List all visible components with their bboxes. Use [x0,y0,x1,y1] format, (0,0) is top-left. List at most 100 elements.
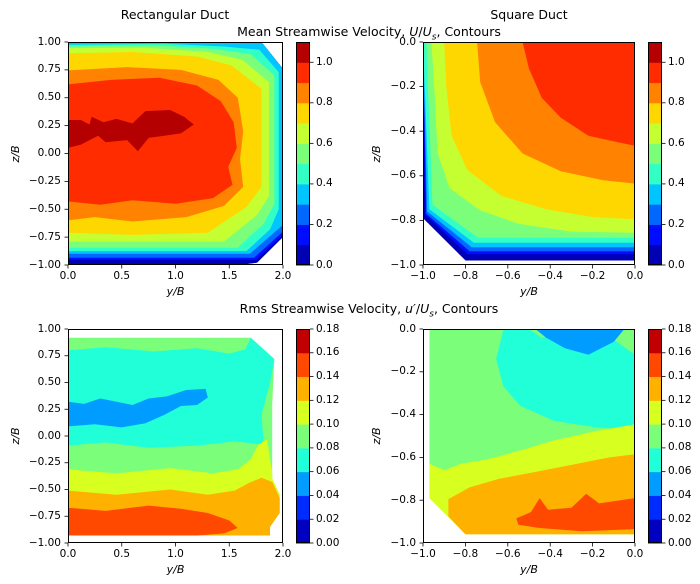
colorbar-segment [296,329,310,354]
colorbar-segment [296,400,310,425]
colorbar-segment [296,62,310,84]
column-title-square-duct: Square Duct [490,7,568,22]
colorbar-segment [648,42,662,63]
colorbar-tick-label: 0.04 [668,488,692,501]
colorbar-border [648,42,662,265]
x-axis-label: y/B [520,285,538,298]
colorbar-segment [296,102,310,124]
subplot-square-mean: −1.0 −0.8 −0.6 −0.4 −0.2 0.0 0.0 −0.2 −0.4 −0.6 −0… [370,36,685,299]
colorbar-segment [648,224,662,246]
colorbar-segment [296,224,310,246]
colorbar-segment [648,329,662,354]
colorbar-segment [648,519,662,544]
colorbar-segment [648,62,662,84]
y-tick-label: 0.75 [37,63,61,76]
contour-canvas-rect-mean [64,41,284,269]
contour-bands [68,42,283,265]
colorbar-tick-label: 0.08 [316,441,340,454]
subplot-rect-rms: 0.0 0.5 1.0 1.5 2.0 1.00 0.75 0.50 0.25 0.00 −0.25… [9,323,339,577]
x-tick-label: −1.0 [410,270,436,282]
y-tick-label: −0.4 [390,124,417,137]
colorbar-tick-label: 0.8 [668,96,685,109]
colorbar-segment [296,352,310,378]
y-tick-label: 0.00 [37,429,61,442]
colorbar-tick-label: 0.4 [668,177,685,190]
colorbar-tick-label: 0.02 [668,512,692,525]
colorbar-segment [648,352,662,378]
colorbar-segment [296,183,310,205]
x-tick-label: −1.0 [410,548,436,560]
y-tick-label: −0.25 [28,174,61,187]
colorbar-segment [648,143,662,165]
colorbar-tick-label: 0.18 [668,322,692,335]
colorbar-tick-label: 0.8 [316,96,333,109]
contour-canvas-rect-rms [64,328,284,547]
y-axis-label: z/B [9,427,22,445]
colorbar-segment [648,447,662,473]
contour-band-0.06–0.08 [496,329,635,430]
colorbar-segment [648,244,662,266]
contour-band-1.0–1.1 [68,110,194,152]
y-axis-label: z/B [370,427,383,445]
colorbar-segment [296,42,310,63]
y-tick-label: −0.2 [390,80,417,93]
subplot-rect-mean: 0.0 0.5 1.0 1.5 2.0 1.00 0.75 0.50 0.25 0.00 −0.25… [9,36,333,299]
x-axis-label: y/B [166,563,185,576]
contour-band-0.9–1.0 [68,77,237,205]
x-tick-label: −0.8 [452,548,479,560]
y-tick-label: 0.50 [37,91,61,104]
colorbar-tick-label: 0.12 [668,393,692,406]
y-tick-label: −1.00 [28,536,61,549]
y-tick-label: −0.6 [390,169,417,182]
colorbar-tick-label: 0.00 [316,536,340,549]
colorbar-tick-label: 0.14 [316,370,340,383]
colorbar-tick-label: 0.16 [316,346,340,359]
y-tick-label: −0.75 [28,230,61,243]
colorbar-segment [648,400,662,425]
colorbar-tick-label: 0.12 [316,393,340,406]
colorbar-segment [648,495,662,520]
y-tick-label: 1.00 [37,35,61,48]
colorbar-segment [648,471,662,496]
colorbar-segment [296,82,310,104]
y-tick-label: 1.00 [37,322,61,335]
y-tick-label: 0.50 [37,376,61,388]
colorbar-segment [296,143,310,165]
colorbar-tick-label: 0.06 [316,465,340,478]
colorbar-tick-label: 0.18 [316,322,340,335]
y-tick-label: −0.2 [390,365,417,378]
colorbar-tick-label: 0.0 [316,258,333,271]
colorbar-segment [648,376,662,401]
colorbar-tick-label: 0.2 [668,217,685,230]
colorbar-tick-label: 0.14 [668,370,692,383]
x-tick-label: −0.6 [495,270,521,282]
x-tick-label: −0.4 [537,270,563,282]
x-tick-label: −0.6 [495,548,521,560]
colorbar-tick-label: 0.04 [316,488,340,501]
x-tick-label: −0.8 [452,270,479,282]
colorbar-segment [296,447,310,473]
colorbar-tick-label: 1.0 [668,55,685,68]
row-subtitle-mean-velocity: Mean Streamwise Velocity, U/Us, Contours [237,24,501,43]
colorbar-tick-label: 0.0 [668,258,685,271]
colorbar-tick-label: 0.10 [668,417,692,430]
colorbar-segment [296,519,310,544]
x-tick-label: 2.0 [274,270,292,282]
y-tick-label: −0.8 [390,213,417,226]
x-tick-label: 0.5 [113,270,131,282]
x-tick-label: 2.0 [274,548,292,560]
colorbar-segment [296,471,310,496]
y-tick-label: 0.0 [399,35,416,48]
y-tick-label: −1.0 [390,536,417,549]
colorbar-border [648,329,662,543]
row-subtitle-rms-velocity: Rms Streamwise Velocity, u′/Us, Contours [239,301,499,320]
x-tick-label: 1.5 [220,548,238,560]
contour-band-0.06–0.08 [68,337,275,448]
colorbar-square-rms [648,328,666,544]
x-tick-label: 0.5 [113,548,131,560]
colorbar-tick-label: 0.16 [668,346,692,359]
contour-band-0.04–0.06 [535,329,625,355]
axes-border [423,329,635,543]
subtitle-var: U [409,24,419,39]
colorbar-border [296,329,310,543]
